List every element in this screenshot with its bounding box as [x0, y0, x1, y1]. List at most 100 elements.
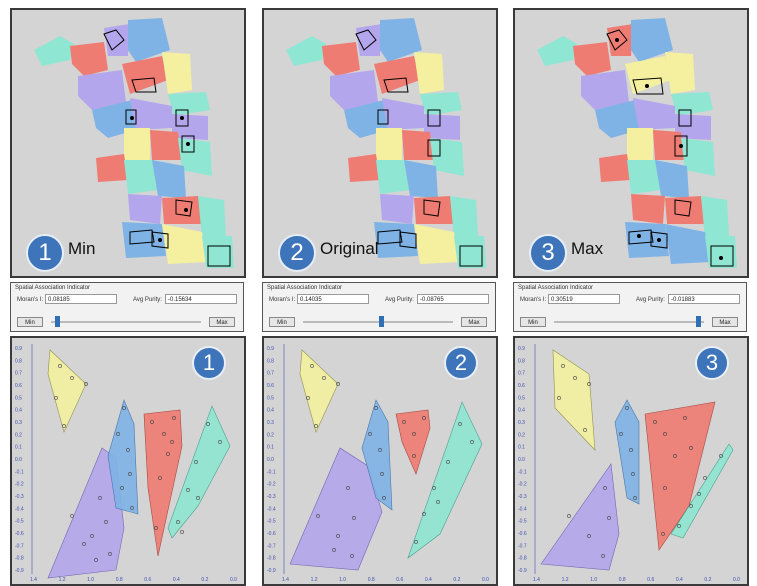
morans-value-field[interactable]: 0.08185: [45, 294, 117, 304]
purity-label: Avg Purity:: [133, 297, 162, 303]
slider-thumb[interactable]: [378, 316, 384, 327]
y-tick-label: 0.4: [518, 408, 525, 414]
min-button[interactable]: Min: [269, 317, 295, 327]
y-axis: 0.9 0.8 0.7 0.6 0.5 0.4 0.3 0.2 0.1 0.0 -0.1 -0.2 -0…: [267, 344, 489, 583]
max-button[interactable]: Max: [712, 317, 738, 327]
min-button[interactable]: Min: [520, 317, 546, 327]
purity-label: Avg Purity:: [385, 297, 414, 303]
x-tick-label: 0.6: [144, 577, 151, 583]
y-tick-label: -0.6: [15, 531, 24, 537]
scatter-graphic: 0.9 0.8 0.7 0.6 0.5 0.4 0.3 0.2 0.1 0.0 -0.1 -0.2 -0…: [267, 344, 489, 583]
y-tick-label: -0.3: [15, 494, 24, 500]
y-tick-label: 0.0: [15, 457, 22, 463]
y-tick-label: -0.8: [267, 556, 276, 562]
map-graphic: [34, 18, 234, 268]
x-tick-label: 1.2: [311, 577, 318, 583]
y-tick-label: 0.8: [518, 358, 525, 364]
min-button[interactable]: Min: [17, 317, 43, 327]
y-tick-label: -0.6: [518, 531, 527, 537]
slider-track[interactable]: [554, 321, 704, 323]
x-tick-label: 1.2: [59, 577, 66, 583]
panel-label: Original: [320, 239, 379, 258]
y-tick-label: 0.0: [518, 457, 525, 463]
spatial-association-indicator: Spatial Association Indicator Moran's I:…: [10, 282, 244, 332]
y-tick-label: 0.2: [267, 432, 274, 438]
x-tick-label: 0.8: [116, 577, 123, 583]
map-regions: [34, 18, 234, 268]
slider-track[interactable]: [303, 321, 453, 323]
y-tick-label: 0.5: [518, 395, 525, 401]
y-tick-label: -0.7: [15, 543, 24, 549]
indicator-title: Spatial Association Indicator: [518, 285, 594, 291]
x-tick-label: 0.2: [201, 577, 208, 583]
purity-value-field[interactable]: -0.08765: [417, 294, 489, 304]
data-points: [306, 364, 474, 558]
x-tick-label: 0.8: [619, 577, 626, 583]
y-tick-label: 0.0: [267, 457, 274, 463]
purity-value-field[interactable]: -0.01883: [668, 294, 740, 304]
x-tick-label: 0.4: [425, 577, 432, 583]
x-tick-label: 0.0: [482, 577, 489, 583]
plot-number-badge: 2: [444, 346, 478, 380]
y-tick-label: -0.7: [518, 543, 527, 549]
morans-label: Moran's I:: [269, 297, 296, 303]
morans-label: Moran's I:: [17, 297, 44, 303]
purity-value-field[interactable]: -0.15634: [165, 294, 237, 304]
y-tick-label: -0.5: [15, 519, 24, 525]
slider-thumb[interactable]: [55, 316, 61, 327]
y-tick-label: 0.6: [518, 383, 525, 389]
y-tick-label: 0.2: [518, 432, 525, 438]
x-tick-label: 0.6: [396, 577, 403, 583]
y-tick-label: 0.7: [15, 371, 22, 377]
y-tick-label: -0.7: [267, 543, 276, 549]
data-points: [54, 364, 222, 562]
y-tick-label: 0.3: [267, 420, 274, 426]
max-button[interactable]: Max: [461, 317, 487, 327]
y-tick-label: -0.4: [15, 506, 24, 512]
scatter-plot-2[interactable]: 0.9 0.8 0.7 0.6 0.5 0.4 0.3 0.2 0.1 0.0 -0.1 -0.2 -0…: [262, 336, 498, 586]
scatter-plot-1[interactable]: 0.9 0.8 0.7 0.6 0.5 0.4 0.3 0.2 0.1 0.0 -0.1 -0.2 -0…: [10, 336, 246, 586]
y-tick-label: 0.6: [15, 383, 22, 389]
morans-value-field[interactable]: 0.30519: [548, 294, 620, 304]
morans-value-field[interactable]: 0.14035: [297, 294, 369, 304]
map-graphic: [537, 18, 737, 268]
slider-thumb[interactable]: [695, 316, 701, 327]
slider-track[interactable]: [51, 321, 201, 323]
choropleth-map-2[interactable]: 2 Original: [262, 8, 498, 278]
x-tick-label: 0.6: [647, 577, 654, 583]
y-tick-label: -0.2: [518, 482, 527, 488]
y-tick-label: 0.8: [267, 358, 274, 364]
data-points: [557, 364, 723, 558]
y-tick-label: 0.3: [518, 420, 525, 426]
highlighted-tracts: [103, 29, 231, 267]
x-tick-label: 1.0: [590, 577, 597, 583]
x-tick-label: 0.0: [230, 577, 237, 583]
x-tick-label: 1.0: [339, 577, 346, 583]
x-tick-label: 1.0: [87, 577, 94, 583]
choropleth-map-3[interactable]: 3 Max: [513, 8, 749, 278]
map-graphic: [286, 18, 486, 268]
y-tick-label: 0.1: [518, 445, 525, 451]
y-tick-label: 0.4: [267, 408, 274, 414]
y-tick-label: 0.9: [518, 346, 525, 352]
y-tick-label: -0.2: [267, 482, 276, 488]
x-tick-label: 1.4: [533, 577, 540, 583]
highlighted-tracts: [606, 29, 734, 267]
y-tick-label: 0.4: [15, 408, 22, 414]
spatial-association-indicator: Spatial Association Indicator Moran's I:…: [513, 282, 747, 332]
y-tick-label: 0.6: [267, 383, 274, 389]
panel-number-badge: 3: [529, 234, 567, 272]
highlighted-tracts: [355, 29, 483, 267]
x-tick-label: 0.0: [733, 577, 740, 583]
panel-number-badge: 1: [26, 234, 64, 272]
y-axis: 0.9 0.8 0.7 0.6 0.5 0.4 0.3 0.2 0.1 0.0 -0.1 -0.2 -0…: [518, 344, 740, 583]
indicator-title: Spatial Association Indicator: [15, 285, 91, 291]
y-tick-label: -0.9: [267, 568, 276, 574]
choropleth-map-1[interactable]: 1 Min: [10, 8, 246, 278]
max-button[interactable]: Max: [209, 317, 235, 327]
y-tick-label: -0.5: [518, 519, 527, 525]
scatter-plot-3[interactable]: 0.9 0.8 0.7 0.6 0.5 0.4 0.3 0.2 0.1 0.0 -0.1 -0.2 -0…: [513, 336, 749, 586]
y-tick-label: -0.4: [518, 506, 527, 512]
y-tick-label: 0.9: [267, 346, 274, 352]
y-tick-label: -0.9: [15, 568, 24, 574]
